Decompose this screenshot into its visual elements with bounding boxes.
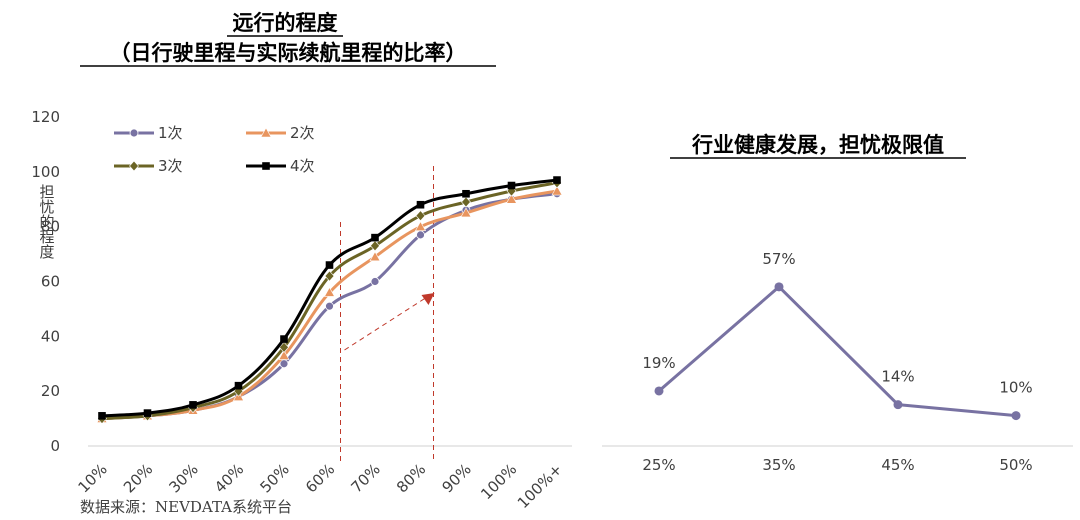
right-x-tick-label: 25% xyxy=(642,456,675,474)
right-series: 19% 57% 14% 10% xyxy=(642,250,1033,421)
source-note: 数据来源：NEVDATA系统平台 xyxy=(80,498,292,516)
series-point xyxy=(505,193,518,204)
left-x-tick-label: 100% xyxy=(477,460,520,503)
series-point xyxy=(189,401,197,409)
right-x-tick-label: 35% xyxy=(762,456,795,474)
left-annotations xyxy=(340,166,435,462)
arrow-head xyxy=(421,293,435,305)
series-point xyxy=(143,409,152,417)
legend-label: 2次 xyxy=(290,124,315,142)
left-x-tick-label: 100%+ xyxy=(514,460,566,512)
left-x-tick-label: 20% xyxy=(120,460,156,496)
series-line xyxy=(101,178,558,418)
data-label: 19% xyxy=(642,354,675,372)
left-y-tick-label: 20 xyxy=(41,382,60,400)
series-point xyxy=(98,412,106,420)
series-point xyxy=(325,261,334,269)
left-x-tick-label: 90% xyxy=(439,460,475,496)
legend-label: 4次 xyxy=(290,157,315,175)
series-point xyxy=(654,386,664,396)
series-point xyxy=(234,381,243,390)
left-x-tick-label: 10% xyxy=(75,460,111,496)
left-y-tick-label: 80 xyxy=(41,218,60,236)
series-line xyxy=(658,285,1017,418)
legend-item: 2次 xyxy=(246,124,315,142)
legend-swatch-marker xyxy=(129,128,139,138)
series-point xyxy=(1011,411,1021,421)
series-point xyxy=(370,240,380,252)
right-chart-title: 行业健康发展，担忧极限值 xyxy=(691,133,944,157)
series-point xyxy=(369,251,381,262)
left-chart-title: 远行的程度 xyxy=(233,11,338,35)
left-legend: 1次 2次 3次 4次 xyxy=(114,124,315,175)
series-point xyxy=(279,341,289,353)
legend-swatch-marker xyxy=(262,162,270,170)
data-label: 57% xyxy=(762,250,795,268)
data-label: 10% xyxy=(999,379,1032,397)
legend-item: 1次 xyxy=(114,124,183,142)
left-y-tick-label: 60 xyxy=(41,273,60,291)
left-x-tick-label: 80% xyxy=(393,460,429,496)
left-y-ticks: 0 20 40 60 80 100 120 xyxy=(31,108,60,455)
series-point xyxy=(416,230,425,240)
left-x-tick-label: 40% xyxy=(211,460,247,496)
series-point xyxy=(324,270,335,282)
legend-item: 3次 xyxy=(114,157,183,175)
legend-swatch-marker xyxy=(260,127,272,138)
series-point xyxy=(370,277,380,286)
left-series-1 xyxy=(97,189,562,423)
left-series-4 xyxy=(98,176,561,420)
legend-item: 4次 xyxy=(246,157,315,175)
right-x-ticks: 25% 35% 45% 50% xyxy=(642,456,1032,474)
left-x-tick-label: 30% xyxy=(166,460,202,496)
series-point xyxy=(416,200,425,209)
series-line xyxy=(101,181,558,421)
series-point xyxy=(323,286,336,297)
series-point xyxy=(414,221,427,231)
series-point xyxy=(461,196,471,208)
dashed-arrow-shaft xyxy=(344,297,426,351)
series-point xyxy=(280,335,288,343)
series-point xyxy=(893,400,903,410)
legend-label: 1次 xyxy=(158,124,183,142)
series-point xyxy=(371,233,379,242)
legend-swatch-marker xyxy=(129,160,139,172)
left-y-tick-label: 40 xyxy=(41,327,60,345)
series-point xyxy=(507,181,516,190)
left-series-3 xyxy=(97,177,562,425)
series-point xyxy=(278,349,290,360)
series-point xyxy=(279,359,289,369)
series-point xyxy=(415,210,426,222)
left-y-tick-label: 100 xyxy=(31,163,60,181)
left-x-tick-label: 70% xyxy=(348,460,384,496)
left-chart-subtitle: （日行驶里程与实际续航里程的比率） xyxy=(110,41,467,65)
series-point xyxy=(460,207,472,218)
data-label: 14% xyxy=(881,368,914,386)
left-x-tick-label: 60% xyxy=(302,460,338,496)
series-point xyxy=(462,189,470,198)
series-point xyxy=(325,301,334,311)
left-y-tick-label: 0 xyxy=(50,437,60,455)
right-series-group: 19% 57% 14% 10% xyxy=(642,250,1033,421)
legend-label: 3次 xyxy=(158,157,183,175)
series-point xyxy=(774,282,784,292)
right-x-tick-label: 50% xyxy=(999,456,1032,474)
left-series-group xyxy=(96,176,563,425)
series-point xyxy=(553,176,561,184)
series-point xyxy=(551,185,563,196)
left-x-tick-label: 50% xyxy=(257,460,293,496)
left-y-tick-label: 120 xyxy=(31,108,60,126)
right-x-tick-label: 45% xyxy=(881,456,914,474)
